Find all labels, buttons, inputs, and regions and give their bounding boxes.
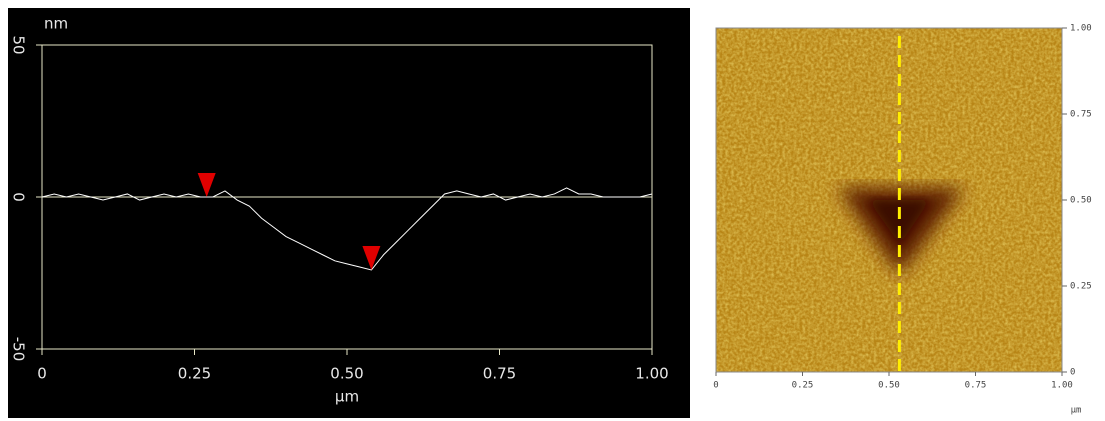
panel-background <box>8 8 690 418</box>
x-tick-label: 1.00 <box>635 365 668 383</box>
y-tick-label: 0.25 <box>1070 282 1092 292</box>
indent-core <box>868 200 930 245</box>
y-tick-label: 50 <box>10 35 28 54</box>
x-tick-label: 0.75 <box>483 365 516 383</box>
image-panel: μm 0 0.25 0.50 0.75 1.00 0 0.25 0.50 0.75 1.00 <box>713 24 1091 416</box>
y-tick-label: -50 <box>10 337 28 362</box>
x-tick-label: 0.50 <box>330 365 363 383</box>
x-tick-label: 0 <box>713 381 718 391</box>
x-axis-label: μm <box>335 388 359 406</box>
y-tick-label: 1.00 <box>1070 24 1092 34</box>
profile-line <box>41 187 653 271</box>
x-axis-label: μm <box>1071 406 1082 416</box>
x-tick-label: 0.25 <box>178 365 211 383</box>
x-tick-label: 0.50 <box>878 381 900 391</box>
y-tick-label: 0 <box>10 192 28 202</box>
y-tick-label: 0.50 <box>1070 196 1092 206</box>
x-tick-label: 1.00 <box>1051 381 1073 391</box>
y-tick-label: 0.75 <box>1070 110 1092 120</box>
x-tick-label: 0.75 <box>965 381 987 391</box>
cursor-marker <box>362 245 381 270</box>
y-axis-label: nm <box>44 15 68 33</box>
y-tick-label: 0 <box>1070 368 1075 378</box>
profile-panel: nm μm 0 0.25 0.50 0.75 1.00 50 0 -50 <box>8 8 690 418</box>
x-tick-label: 0.25 <box>792 381 814 391</box>
cursor-marker <box>197 173 216 197</box>
x-tick-label: 0 <box>37 365 47 383</box>
